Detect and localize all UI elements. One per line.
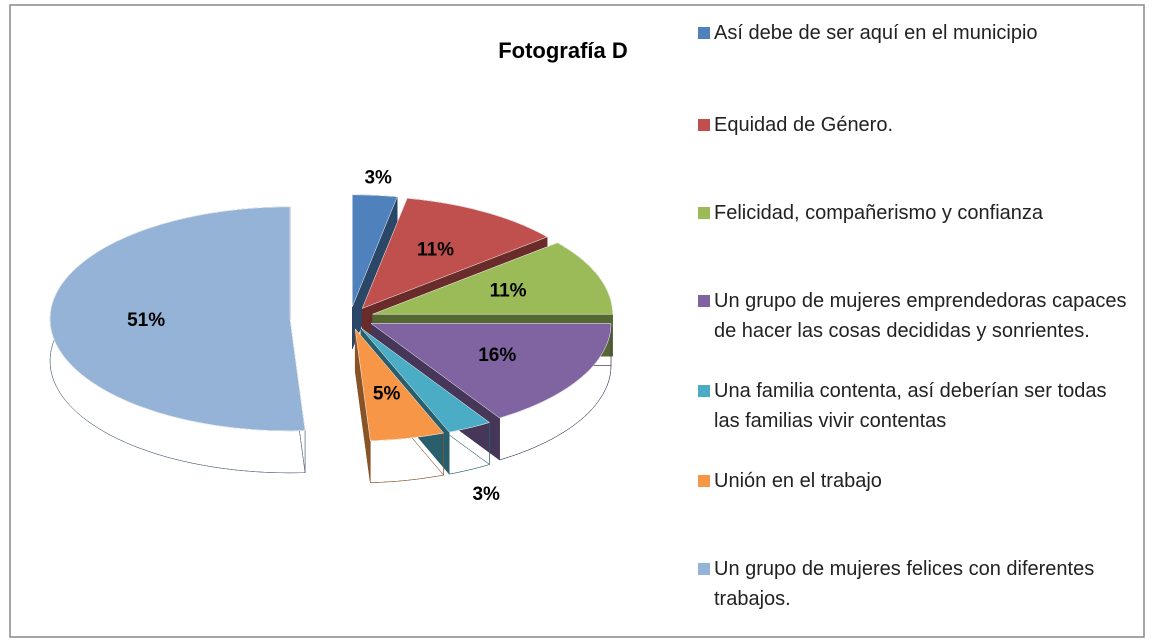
legend-item: Una familia contenta, así deberían ser t… <box>694 376 1134 436</box>
chart-title: Fotografía D <box>498 38 628 63</box>
legend-swatch <box>698 475 710 487</box>
legend-swatch <box>698 295 710 307</box>
legend-label: Equidad de Género. <box>714 114 894 136</box>
data-label: 3% <box>364 168 392 189</box>
legend-swatch <box>698 27 710 39</box>
slice <box>49 206 306 432</box>
slice <box>372 242 613 315</box>
legend-label: Un grupo de mujeres emprendedoras capace… <box>714 290 1127 342</box>
legend-swatch <box>698 385 710 397</box>
legend-item: Equidad de Género. <box>694 110 1134 140</box>
legend-label: Así debe de ser aquí en el municipio <box>714 22 1038 44</box>
slice <box>361 198 548 309</box>
slice <box>370 323 612 419</box>
legend-label: Unión en el trabajo <box>714 470 882 492</box>
data-label: 51% <box>127 310 165 331</box>
legend-swatch <box>698 119 710 131</box>
legend-label: Una familia contenta, así deberían ser t… <box>714 380 1107 432</box>
data-label: 16% <box>478 345 516 366</box>
legend-item: Unión en el trabajo <box>694 466 1134 496</box>
legend-item: Un grupo de mujeres emprendedoras capace… <box>694 286 1134 346</box>
slice <box>360 327 491 433</box>
legend-item: Felicidad, compañerismo y confianza <box>694 198 1134 228</box>
legend-label: Felicidad, compañerismo y confianza <box>714 202 1044 224</box>
slice <box>354 328 445 441</box>
legend-label: Un grupo de mujeres felices con diferent… <box>714 558 1095 610</box>
chart-border <box>9 4 1145 638</box>
data-label: 11% <box>490 280 527 301</box>
legend-swatch <box>698 207 710 219</box>
slice <box>352 194 398 307</box>
data-label: 5% <box>373 384 401 405</box>
legend-item: Así debe de ser aquí en el municipio <box>694 18 1134 48</box>
legend-item: Un grupo de mujeres felices con diferent… <box>694 554 1134 614</box>
slice-tops <box>49 194 613 441</box>
legend-swatch <box>698 563 710 575</box>
data-label: 3% <box>472 484 500 505</box>
data-label: 11% <box>417 240 454 261</box>
